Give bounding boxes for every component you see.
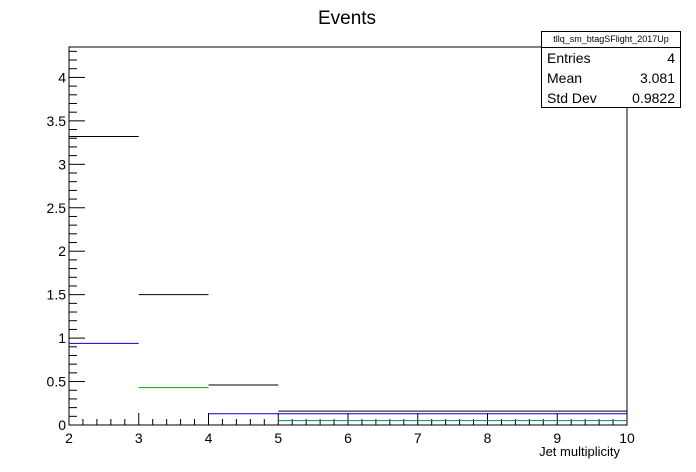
x-axis-label: Jet multiplicity <box>539 444 620 459</box>
x-tick-label: 5 <box>274 430 282 446</box>
series-layer <box>69 136 627 422</box>
y-tick-label: 3 <box>58 156 66 172</box>
y-tick-label: 2 <box>58 243 66 259</box>
stats-row-mean: Mean 3.081 <box>542 68 680 88</box>
x-tick-label: 9 <box>553 430 561 446</box>
x-tick-label: 3 <box>135 430 143 446</box>
stats-label: Entries <box>547 50 591 66</box>
y-tick-label: 2.5 <box>47 200 67 216</box>
y-tick-label: 1 <box>58 330 66 346</box>
x-tick-label: 6 <box>344 430 352 446</box>
y-tick-label: 4 <box>58 69 66 85</box>
stats-value: 4 <box>667 50 675 66</box>
stats-title: tllq_sm_btagSFlight_2017Up <box>542 32 680 48</box>
y-axis: 0 0.5 1 1.5 2 2.5 3 3.5 4 <box>47 50 85 433</box>
y-tick-label: 1.5 <box>47 287 67 303</box>
y-tick-label: 3.5 <box>47 113 67 129</box>
stats-box: tllq_sm_btagSFlight_2017Up Entries 4 Mea… <box>541 31 681 108</box>
chart-title: Events <box>318 8 376 29</box>
x-tick-label: 10 <box>619 430 635 446</box>
stats-label: Std Dev <box>547 90 597 106</box>
histogram-series <box>69 136 627 412</box>
y-tick-label: 0 <box>58 417 66 433</box>
x-tick-label: 8 <box>484 430 492 446</box>
stats-label: Mean <box>547 70 583 86</box>
stats-row-entries: Entries 4 <box>542 48 680 68</box>
x-tick-label: 4 <box>205 430 213 446</box>
stats-value: 3.081 <box>639 70 675 86</box>
y-tick-label: 0.5 <box>47 374 67 390</box>
x-tick-label: 7 <box>414 430 422 446</box>
histogram-series <box>69 342 627 415</box>
x-tick-label: 2 <box>65 430 73 446</box>
stats-row-stddev: Std Dev 0.9822 <box>542 88 680 108</box>
stats-value: 0.9822 <box>632 90 675 106</box>
x-axis: 2 3 4 5 6 7 8 9 10 <box>65 413 635 446</box>
